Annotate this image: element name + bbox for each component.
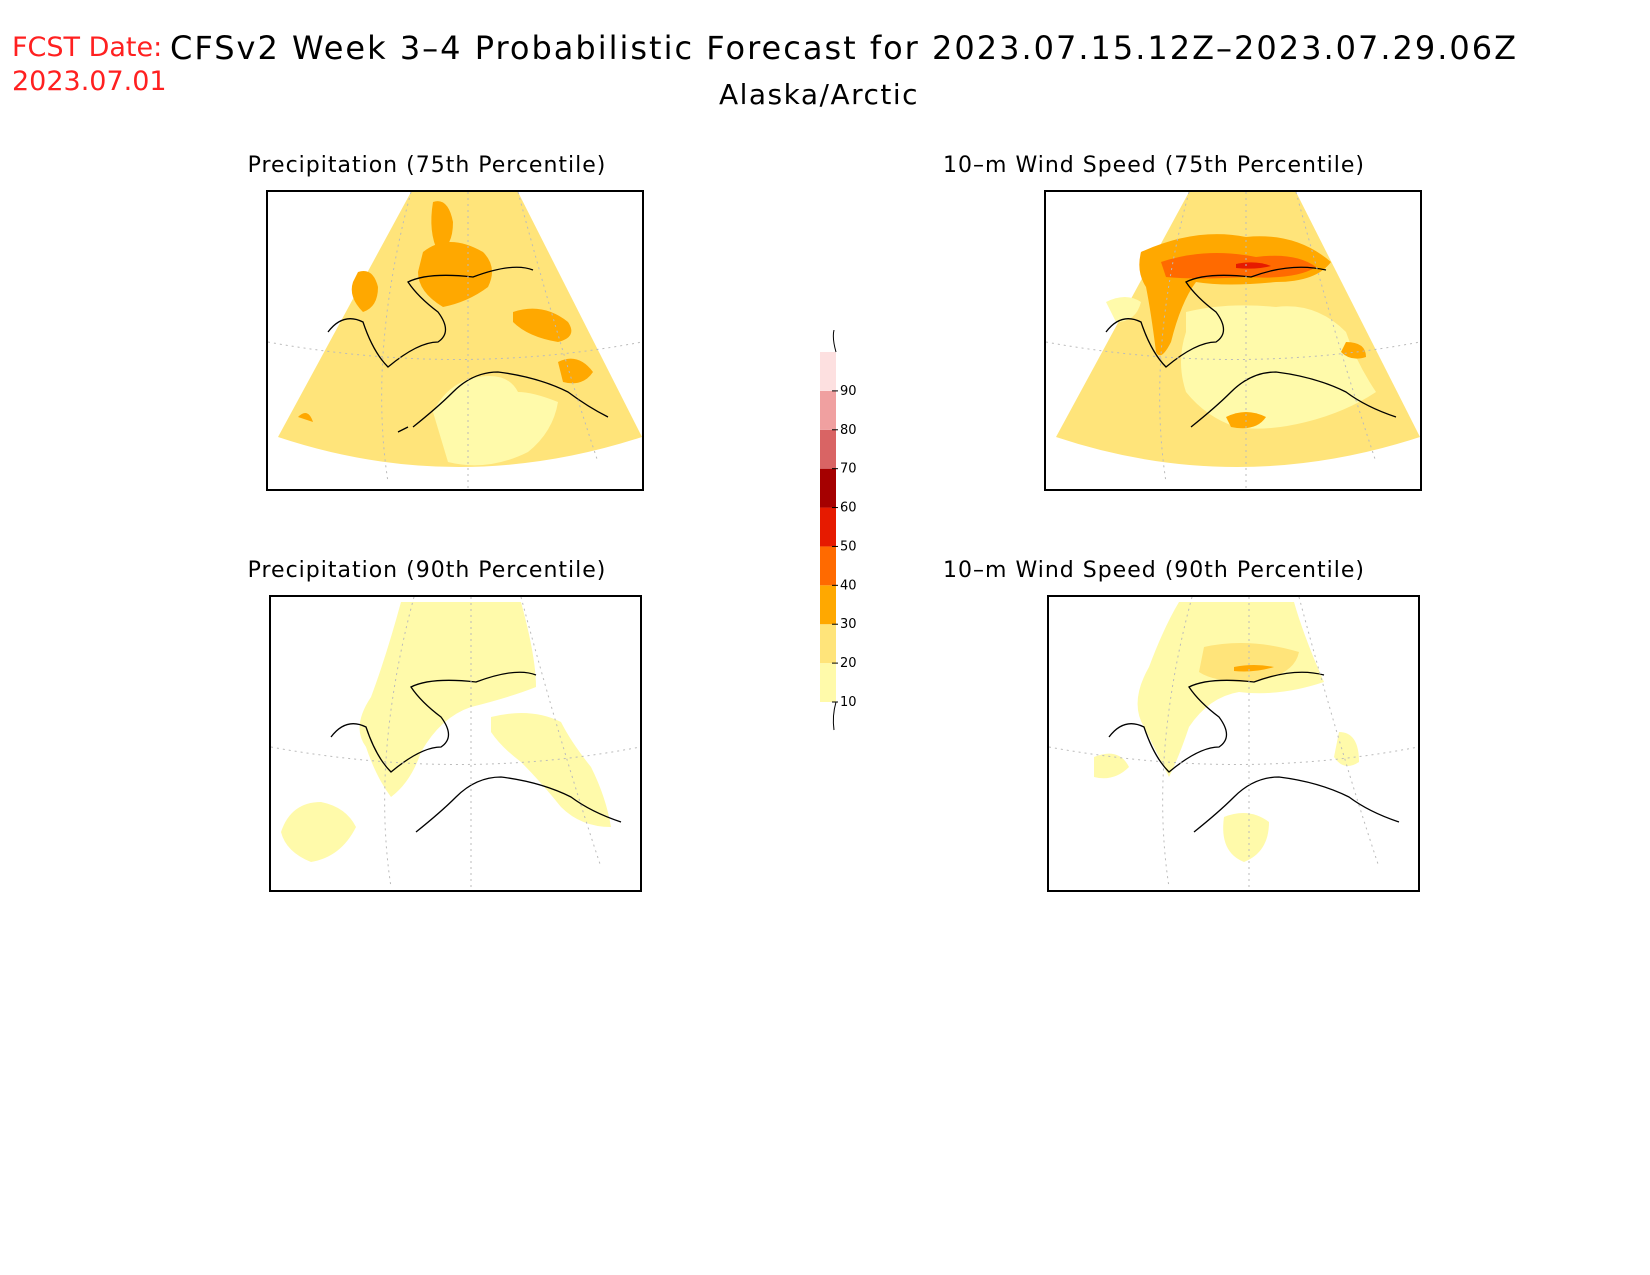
region-title: Alaska/Arctic [0,78,1650,111]
fcst-date-value: 2023.07.01 [12,66,167,97]
colorbar-segment [820,468,836,508]
colorbar-segment [820,390,836,430]
region-label: Alaska/Arctic [718,78,920,111]
fcst-date-label: FCST Date: [12,32,163,63]
colorbar-label: 80 [840,423,857,438]
colorbar-label: 90 [840,384,857,399]
map-precip-90 [269,595,642,892]
panel-title-wind-75: 10–m Wind Speed (75th Percentile) [943,153,1365,178]
colorbar-label: 40 [840,578,857,593]
main-title: CFSv2 Week 3–4 Probabilistic Forecast fo… [170,29,1519,67]
colorbar-bottom-cap [832,701,837,731]
lower-contour [1106,297,1141,322]
colorbar: 10 20 30 40 50 60 70 80 90 [820,330,857,731]
lower-contour [281,802,356,862]
colorbar-segment [820,624,836,664]
coastline [330,671,622,833]
lower-contour [1094,753,1129,779]
coastline [1108,671,1400,833]
colorbar-label: 70 [840,462,857,477]
coastline [327,266,609,433]
upper-contour [1236,262,1271,269]
colorbar-segment [820,663,836,702]
upper-contour [1199,643,1299,682]
colorbar-label: 50 [840,539,857,554]
upper-contour [558,358,593,384]
lower-contour [1223,813,1269,862]
map-wind-90 [1047,595,1420,892]
colorbar-segment [820,585,836,625]
lower-contour [1334,732,1359,766]
upper-contour [298,413,313,422]
panel-title-precip-90: Precipitation (90th Percentile) [247,558,607,583]
upper-contour [513,308,572,342]
colorbar-segment [820,546,836,586]
colorbar-segment [820,352,836,391]
map-domain-outline [281,597,640,870]
lower-contour [1137,602,1324,777]
colorbar-label: 60 [840,501,857,516]
colorbar-label: 20 [840,656,857,671]
panel-title-precip-75: Precipitation (75th Percentile) [247,153,607,178]
panel-title-wind-90: 10–m Wind Speed (90th Percentile) [943,558,1365,583]
upper-contour [1234,665,1274,672]
colorbar-label: 30 [840,617,857,632]
upper-contour [431,201,453,252]
map-wind-75 [1044,190,1422,491]
map-precip-75 [266,190,644,491]
colorbar-label: 10 [840,695,857,710]
map-domain [278,192,642,467]
upper-contour [351,271,378,312]
lower-contour [1181,305,1376,429]
colorbar-segment [820,429,836,469]
colorbar-segment [820,507,836,547]
lower-contour [359,602,536,797]
coastline [1105,266,1397,428]
upper-contour [1341,342,1366,359]
upper-contour [418,242,492,307]
lower-contour [491,713,611,827]
colorbar-top-cap [832,330,837,353]
map-domain-outline [1059,597,1418,870]
lower-contour [433,376,558,466]
